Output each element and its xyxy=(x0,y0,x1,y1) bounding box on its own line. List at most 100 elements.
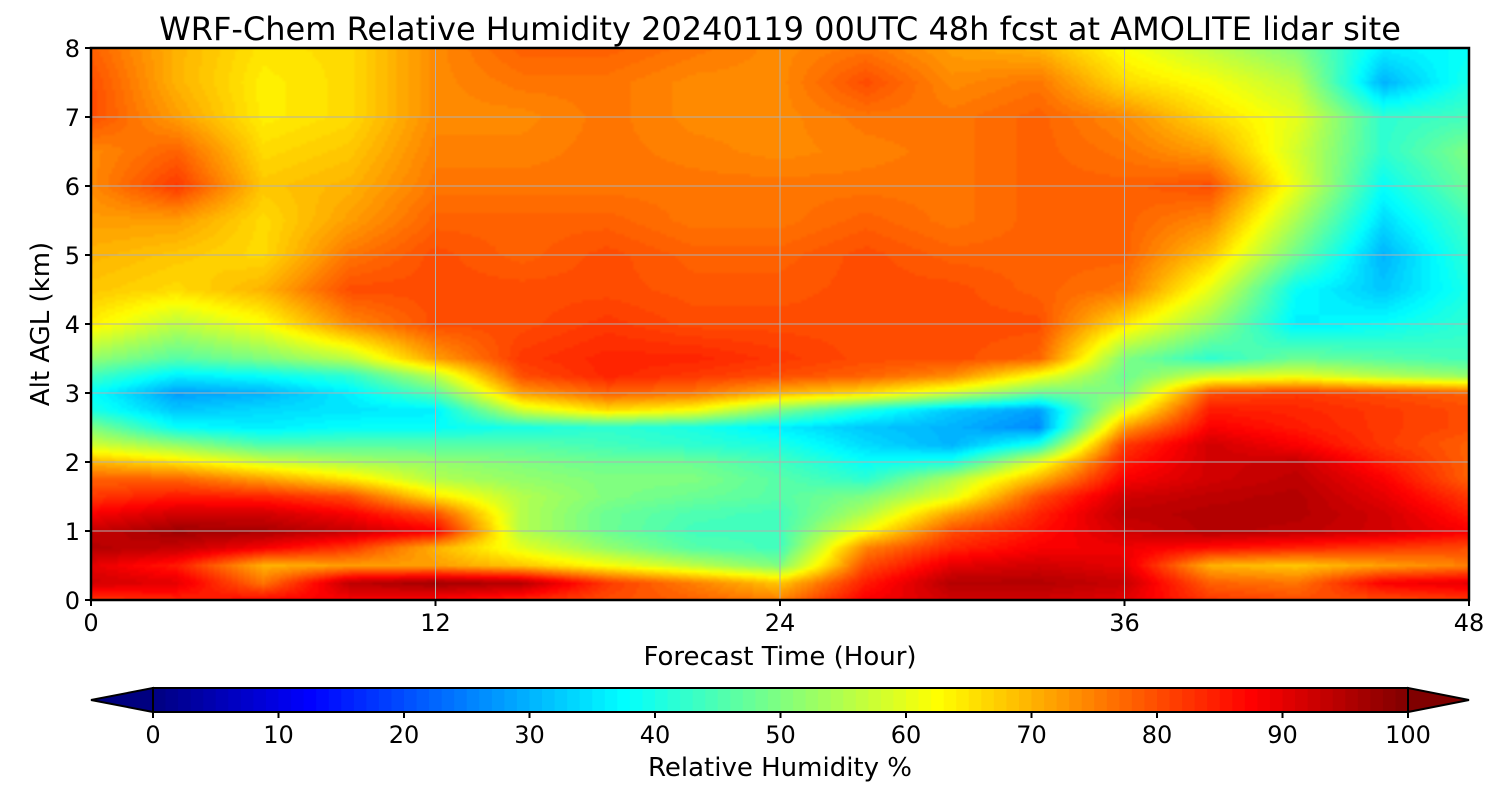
colorbar-extend-max xyxy=(1407,686,1470,714)
x-tick-label: 48 xyxy=(1454,609,1485,637)
x-tick-label: 0 xyxy=(83,609,98,637)
colorbar-cell xyxy=(667,688,681,712)
colorbar-cell xyxy=(818,688,832,712)
colorbar-cell xyxy=(240,688,254,712)
colorbar-cell xyxy=(956,688,970,712)
colorbar-tick-label: 10 xyxy=(263,721,294,749)
colorbar-cell xyxy=(1131,688,1146,712)
colorbar-cell xyxy=(341,688,355,712)
colorbar-cell xyxy=(303,688,317,712)
colorbar-cell xyxy=(1056,688,1070,712)
colorbar-cell xyxy=(1081,688,1095,712)
x-axis-label: Forecast Time (Hour) xyxy=(643,642,916,672)
colorbar-cell xyxy=(579,688,593,712)
colorbar-tick-label: 30 xyxy=(514,721,545,749)
colorbar-cells xyxy=(153,688,1409,712)
colorbar-cell xyxy=(454,688,468,712)
colorbar-cell xyxy=(1069,688,1083,712)
colorbar-cell xyxy=(328,688,342,712)
x-axis-ticks: 0 12 24 36 48 xyxy=(83,600,1484,637)
colorbar-cell xyxy=(655,688,669,712)
colorbar-cell xyxy=(1031,688,1045,712)
colorbar-cell xyxy=(767,688,782,712)
colorbar-tick-label: 40 xyxy=(640,721,671,749)
colorbar-cell xyxy=(993,688,1007,712)
colorbar-cell xyxy=(1094,688,1108,712)
colorbar-cell xyxy=(253,688,267,712)
colorbar-cell xyxy=(316,688,330,712)
colorbar-cell xyxy=(1006,688,1020,712)
y-tick-label: 0 xyxy=(65,587,80,615)
colorbar-tick-label: 80 xyxy=(1142,721,1173,749)
colorbar-cell xyxy=(190,688,204,712)
colorbar-ticks: 0 10 20 30 40 50 60 70 80 90 100 xyxy=(145,712,1431,749)
colorbar-cell xyxy=(1244,688,1258,712)
colorbar-cell xyxy=(1119,688,1133,712)
colorbar-cell xyxy=(742,688,756,712)
colorbar-cell xyxy=(366,688,380,712)
colorbar-cell xyxy=(153,688,167,712)
colorbar-cell xyxy=(378,688,393,712)
colorbar: 0 10 20 30 40 50 60 70 80 90 100 Relative Humidity… xyxy=(90,686,1470,783)
colorbar-cell xyxy=(529,688,543,712)
y-tick-label: 5 xyxy=(65,242,80,270)
colorbar-cell xyxy=(1307,688,1321,712)
colorbar-cell xyxy=(1257,688,1271,712)
colorbar-cell xyxy=(931,688,945,712)
y-tick-label: 4 xyxy=(65,311,80,339)
colorbar-cell xyxy=(793,688,807,712)
colorbar-tick-label: 0 xyxy=(145,721,160,749)
colorbar-cell xyxy=(943,688,957,712)
colorbar-extend-min xyxy=(90,686,154,714)
y-tick-label: 3 xyxy=(65,380,80,408)
colorbar-cell xyxy=(1106,688,1120,712)
colorbar-tick-label: 100 xyxy=(1385,721,1431,749)
colorbar-cell xyxy=(466,688,480,712)
colorbar-cell xyxy=(642,688,656,712)
colorbar-cell xyxy=(617,688,631,712)
colorbar-cell xyxy=(391,688,405,712)
colorbar-cell xyxy=(1269,688,1284,712)
y-axis-label: Alt AGL (km) xyxy=(26,242,56,406)
colorbar-cell xyxy=(567,688,581,712)
colorbar-cell xyxy=(554,688,568,712)
colorbar-cell xyxy=(705,688,719,712)
colorbar-cell xyxy=(228,688,242,712)
colorbar-cell xyxy=(1382,688,1397,712)
colorbar-cell xyxy=(830,688,844,712)
x-tick-label: 12 xyxy=(420,609,451,637)
colorbar-cell xyxy=(1194,688,1208,712)
colorbar-cell xyxy=(491,688,505,712)
y-tick-label: 7 xyxy=(65,104,80,132)
colorbar-cell xyxy=(1169,688,1183,712)
colorbar-cell xyxy=(429,688,443,712)
colorbar-cell xyxy=(629,688,644,712)
colorbar-cell xyxy=(717,688,731,712)
colorbar-cell xyxy=(692,688,706,712)
colorbar-cell xyxy=(203,688,217,712)
colorbar-cell xyxy=(1044,688,1058,712)
colorbar-cell xyxy=(404,688,418,712)
x-tick-label: 24 xyxy=(765,609,796,637)
colorbar-cell xyxy=(1232,688,1246,712)
colorbar-cell xyxy=(178,688,192,712)
y-tick-label: 6 xyxy=(65,173,80,201)
y-tick-label: 1 xyxy=(65,518,80,546)
colorbar-cell xyxy=(416,688,430,712)
colorbar-cell xyxy=(1332,688,1346,712)
colorbar-cell xyxy=(1345,688,1359,712)
colorbar-cell xyxy=(1207,688,1221,712)
colorbar-cell xyxy=(981,688,995,712)
colorbar-cell xyxy=(843,688,857,712)
colorbar-cell xyxy=(906,688,920,712)
colorbar-cell xyxy=(780,688,794,712)
y-axis-ticks: 0 1 2 3 4 5 6 7 8 xyxy=(65,35,91,615)
colorbar-cell xyxy=(1157,688,1171,712)
colorbar-cell xyxy=(215,688,229,712)
colorbar-cell xyxy=(441,688,455,712)
colorbar-cell xyxy=(1182,688,1196,712)
colorbar-cell xyxy=(1295,688,1309,712)
colorbar-cell xyxy=(1282,688,1296,712)
colorbar-cell xyxy=(604,688,618,712)
